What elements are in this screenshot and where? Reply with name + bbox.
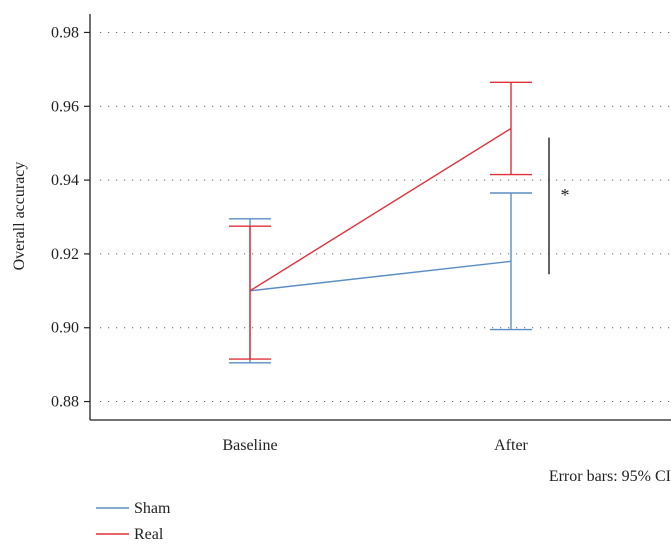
series-line-sham [249, 260, 512, 292]
axes [89, 14, 671, 421]
series-group [229, 81, 532, 364]
legend-item-real: Real [96, 526, 164, 543]
y-tick-label-2: 0.92 [51, 246, 79, 263]
series-sham [229, 192, 532, 364]
error-bar-real-0 [229, 225, 271, 360]
x-axis-ticks: Baseline After [222, 437, 528, 454]
legend: Sham Real [96, 500, 171, 543]
y-tick-label-5: 0.98 [51, 24, 79, 41]
x-tick-label-1: After [494, 437, 528, 454]
series-line-real [249, 127, 512, 292]
y-axis-title: Overall accuracy [11, 162, 28, 271]
legend-label-sham: Sham [134, 500, 171, 517]
error-bar-real-1 [490, 81, 532, 176]
y-axis-ticks: 0.88 0.90 0.92 0.94 0.96 0.98 [51, 24, 90, 411]
error-bar-sham-1 [490, 192, 532, 331]
legend-label-real: Real [134, 526, 164, 543]
y-tick-label-4: 0.96 [51, 98, 79, 115]
y-tick-label-1: 0.90 [51, 320, 79, 337]
y-tick-label-0: 0.88 [51, 394, 79, 411]
x-tick-label-0: Baseline [222, 437, 277, 454]
series-real [229, 81, 532, 360]
significance-label: * [561, 185, 570, 205]
grid-lines [100, 31, 671, 403]
error-bars-note: Error bars: 95% CI [549, 468, 671, 485]
y-tick-label-3: 0.94 [51, 172, 79, 189]
significance-marker: * [548, 137, 570, 275]
legend-item-sham: Sham [96, 500, 171, 517]
